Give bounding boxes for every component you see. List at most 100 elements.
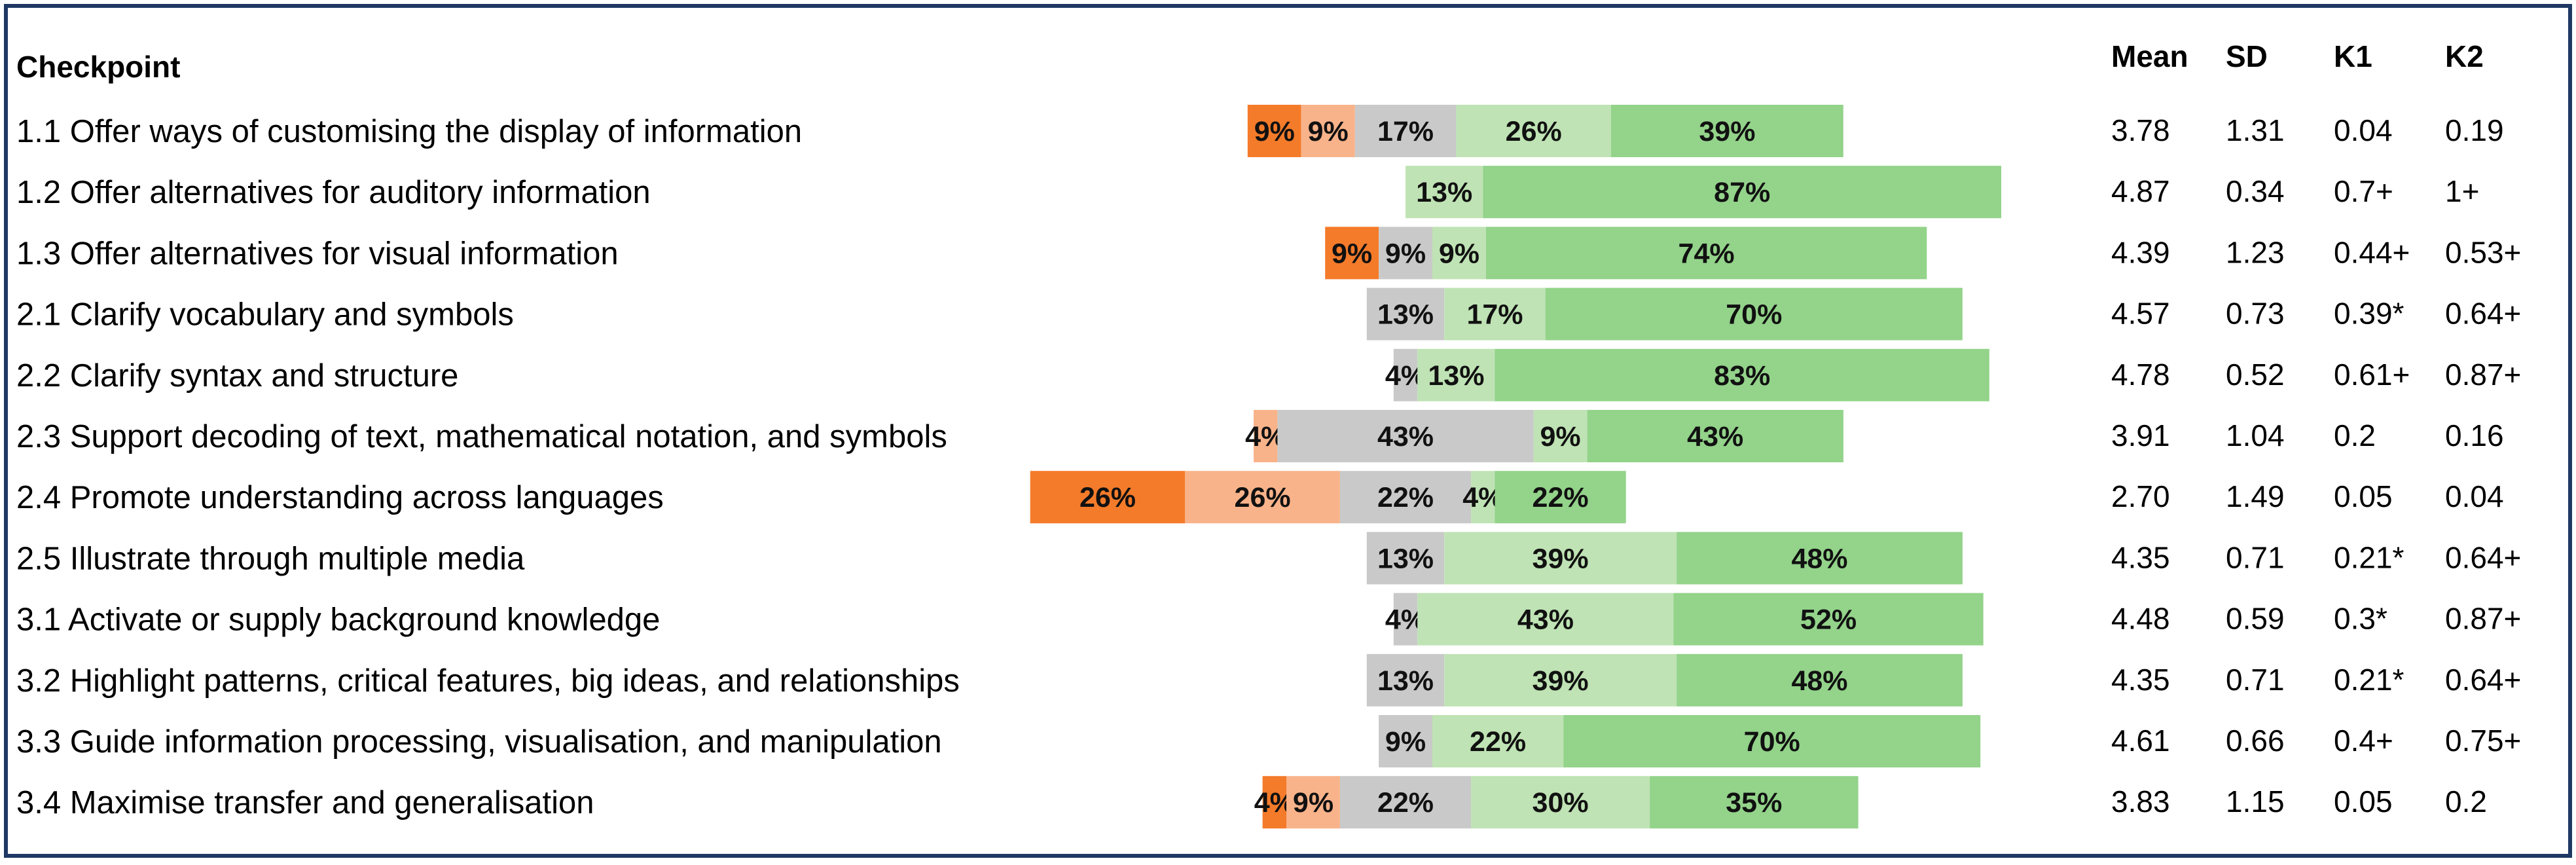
row-label: 2.1 Clarify vocabulary and symbols [16, 297, 514, 333]
bar-segment-neutral [1366, 532, 1445, 585]
row-k1: 0.21* [2334, 663, 2404, 697]
row-k2: 0.87+ [2445, 602, 2521, 636]
row-mean: 4.57 [2111, 297, 2170, 331]
row-k1: 0.61+ [2334, 358, 2410, 392]
bar-segment-agree [1471, 776, 1650, 829]
row-label: 2.4 Promote understanding across languag… [16, 480, 664, 515]
row-label: 2.5 Illustrate through multiple media [16, 541, 525, 576]
header-sd: SD [2226, 39, 2268, 73]
row-sd: 0.66 [2226, 724, 2285, 758]
row-k2: 0.87+ [2445, 358, 2521, 392]
row-k2: 0.04 [2445, 479, 2504, 513]
row-sd: 0.71 [2226, 540, 2285, 574]
row-mean: 4.35 [2111, 540, 2170, 574]
bar-segment-strongly-agree [1673, 593, 1984, 646]
bar-segment-label: 74% [1678, 238, 1735, 269]
bar-segment-label: 70% [1726, 299, 1782, 331]
row-mean: 3.91 [2111, 418, 2170, 452]
bar-segment-neutral [1393, 593, 1418, 646]
bar-segment-strongly-disagree [1030, 471, 1186, 524]
bar-segment-label: 39% [1699, 116, 1755, 147]
row-k2: 0.2 [2445, 784, 2487, 819]
row-k2: 0.53+ [2445, 235, 2521, 269]
bar-segment-strongly-agree [1650, 776, 1859, 829]
row-label: 3.1 Activate or supply background knowle… [16, 602, 660, 638]
bar-segment-label: 9% [1540, 421, 1581, 452]
row-k1: 0.04 [2334, 113, 2393, 147]
row-sd: 0.73 [2226, 297, 2285, 331]
bar-segment-strongly-disagree [1325, 227, 1379, 280]
row-sd: 0.71 [2226, 663, 2285, 697]
bar-segment-neutral [1354, 105, 1457, 157]
bar-segment-label: 39% [1533, 665, 1589, 697]
bar-segment-label: 26% [1079, 482, 1136, 513]
bar-segment-label: 13% [1377, 299, 1434, 331]
bar-segment-strongly-agree [1677, 653, 1963, 707]
bar-segment-label: 48% [1791, 543, 1847, 574]
bar-segment-label: 9% [1308, 116, 1349, 147]
row-mean: 4.78 [2111, 358, 2170, 392]
bar-segment-label: 13% [1377, 543, 1434, 574]
bar-segment-label: 9% [1332, 238, 1372, 269]
bar-segment-label: 22% [1470, 726, 1526, 758]
row-label: 2.3 Support decoding of text, mathematic… [16, 419, 947, 454]
row-k1: 0.2 [2334, 418, 2376, 452]
row-sd: 0.52 [2226, 358, 2285, 392]
row-k1: 0.21* [2334, 540, 2404, 574]
bar-segment-label: 26% [1235, 482, 1291, 513]
row-k1: 0.05 [2334, 479, 2393, 513]
row-label: 1.1 Offer ways of customising the displa… [16, 114, 802, 149]
bar-segment-agree [1533, 410, 1587, 462]
bar-segment-neutral [1379, 227, 1432, 280]
bar-segment-label: 48% [1791, 665, 1847, 697]
bar-segment-agree [1444, 287, 1546, 340]
row-sd: 0.34 [2226, 174, 2285, 208]
row-k1: 0.05 [2334, 784, 2393, 819]
row-sd: 1.15 [2226, 784, 2285, 819]
row-mean: 3.78 [2111, 113, 2170, 147]
row-mean: 4.39 [2111, 235, 2170, 269]
bar-segment-strongly-disagree [1262, 776, 1286, 829]
bar-segment-disagree [1286, 776, 1340, 829]
bar-segment-strongly-agree [1610, 105, 1843, 157]
row-label: 1.3 Offer alternatives for visual inform… [16, 236, 619, 271]
bar-segment-label: 17% [1466, 299, 1523, 331]
bar-segment-label: 70% [1744, 726, 1800, 758]
bar-segment-strongly-agree [1563, 715, 1981, 767]
row-sd: 1.04 [2226, 418, 2285, 452]
bar-segment-label: 39% [1533, 543, 1589, 574]
bar-segment-strongly-agree [1495, 471, 1626, 524]
row-k2: 0.19 [2445, 113, 2504, 147]
bar-segment-strongly-agree [1587, 410, 1843, 462]
row-mean: 4.61 [2111, 724, 2170, 758]
bar-segment-label: 13% [1416, 177, 1472, 208]
row-k1: 0.7+ [2334, 174, 2393, 208]
bar-segment-strongly-disagree [1247, 105, 1301, 157]
bar-segment-label: 13% [1428, 360, 1484, 392]
row-sd: 0.59 [2226, 602, 2285, 636]
bar-segment-label: 52% [1800, 604, 1857, 636]
header-checkpoint: Checkpoint [16, 50, 180, 84]
row-label: 3.4 Maximise transfer and generalisation [16, 785, 594, 820]
row-label: 1.2 Offer alternatives for auditory info… [16, 175, 651, 210]
bar-segment-disagree [1254, 410, 1278, 462]
bar-segment-label: 9% [1293, 787, 1333, 819]
bar-segment-neutral [1339, 776, 1472, 829]
bar-segment-label: 43% [1687, 421, 1743, 452]
bar-segment-disagree [1185, 471, 1340, 524]
bar-segment-agree [1444, 653, 1677, 707]
row-label: 2.2 Clarify syntax and structure [16, 358, 458, 394]
bar-segment-label: 13% [1377, 665, 1434, 697]
header-k2: K2 [2445, 39, 2484, 73]
bar-segment-neutral [1393, 348, 1418, 401]
row-k2: 0.64+ [2445, 297, 2521, 331]
bar-segment-neutral [1366, 287, 1445, 340]
header-k1: K1 [2334, 39, 2372, 73]
row-sd: 1.31 [2226, 113, 2285, 147]
bar-segment-label: 9% [1439, 238, 1479, 269]
row-sd: 1.49 [2226, 479, 2285, 513]
bar-segment-agree [1417, 593, 1674, 646]
row-k1: 0.3* [2334, 602, 2387, 636]
bar-segment-strongly-agree [1545, 287, 1963, 340]
bar-segment-strongly-agree [1495, 348, 1989, 401]
